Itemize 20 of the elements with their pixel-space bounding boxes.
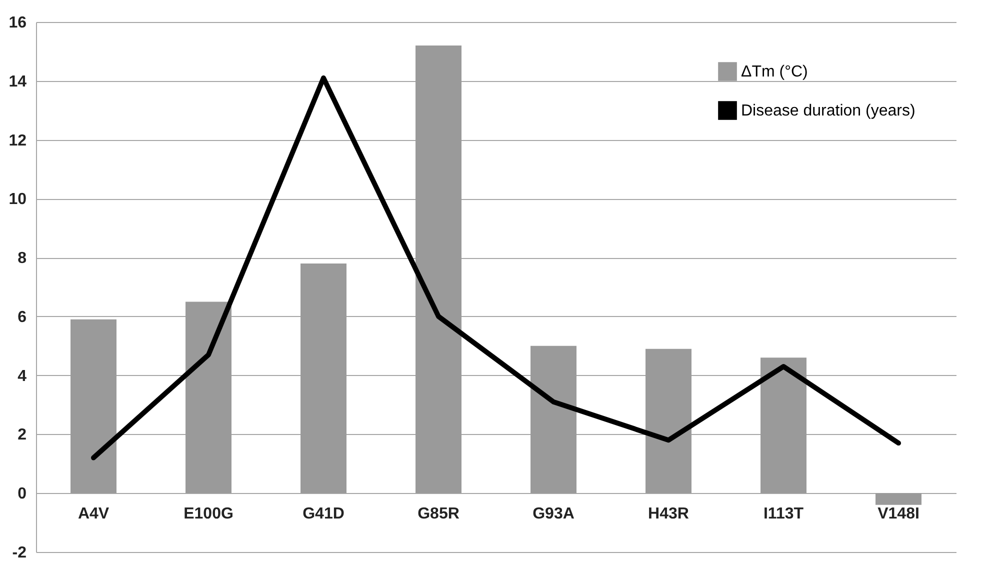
x-tick-label: A4V [78, 506, 110, 523]
y-tick-label: 8 [18, 250, 27, 268]
legend-label: ΔTm (°C) [741, 64, 808, 80]
y-tick-label: 4 [18, 368, 27, 385]
x-tick-label: G85R [418, 506, 460, 523]
y-tick-label: 12 [8, 132, 27, 150]
x-tick-label: G93A [532, 506, 575, 523]
y-tick-label: 2 [18, 426, 27, 444]
legend-label: Disease duration (years) [741, 102, 916, 120]
x-tick-label: E100G [184, 506, 234, 523]
y-tick-label: 10 [8, 191, 27, 208]
y-tick-label: 14 [8, 73, 27, 90]
y-tick-label: 6 [18, 308, 27, 326]
y-tick-label: 16 [8, 14, 27, 32]
x-tick-label: V148I [878, 506, 920, 523]
y-tick-label: -2 [12, 544, 27, 562]
x-tick-label: G41D [302, 506, 344, 523]
x-tick-label: H43R [648, 506, 690, 523]
y-tick-label: 0 [18, 486, 27, 503]
x-tick-label: I113T [763, 506, 804, 523]
